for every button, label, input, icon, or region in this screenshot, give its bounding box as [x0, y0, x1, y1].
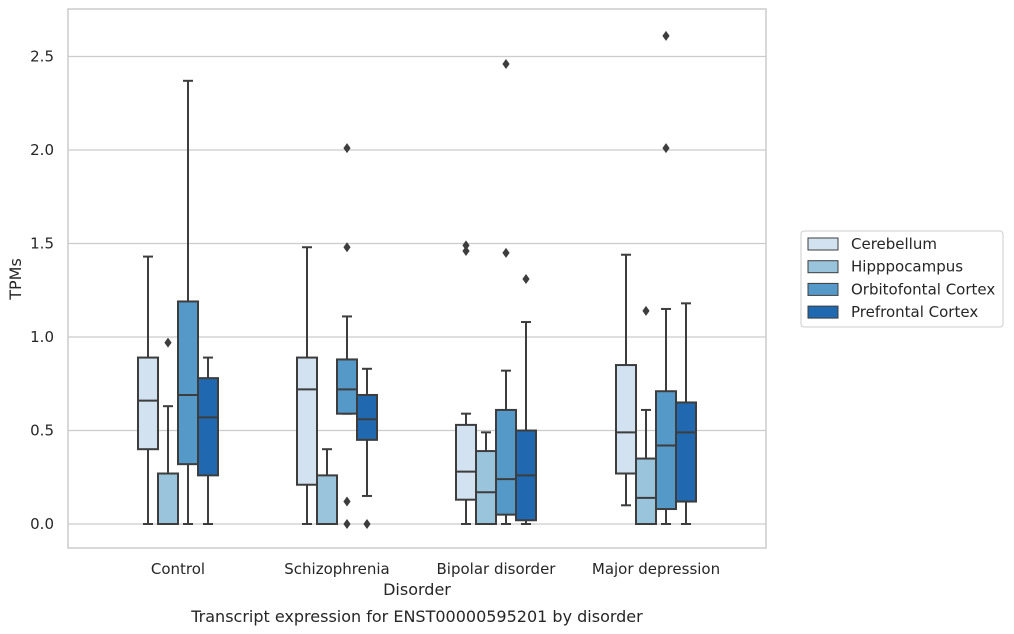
box [356, 393, 378, 441]
box [336, 358, 358, 415]
x-tick-label: Major depression [592, 560, 720, 578]
box [137, 356, 159, 451]
outlier-marker [462, 245, 470, 256]
outlier-marker [522, 274, 530, 285]
outlier-marker [343, 519, 351, 529]
plot-frame [67, 8, 767, 549]
outlier-marker [642, 305, 650, 316]
y-axis: 0.0 0.5 1.0 1.5 2.0 2.5 [30, 48, 54, 534]
outlier-marker [502, 247, 510, 258]
legend-swatch [807, 237, 839, 251]
y-tick-label: 2.5 [30, 48, 54, 66]
legend-frame [800, 230, 1004, 328]
x-axis-title: Disorder [383, 580, 451, 599]
box [197, 377, 219, 477]
box [495, 408, 517, 516]
y-tick-label: 0.0 [30, 515, 54, 533]
x-tick-label: Control [151, 560, 205, 578]
outlier-marker [343, 242, 351, 253]
y-tick-label: 1.5 [30, 235, 54, 253]
legend: Cerebellum Hipppocampus Orbitofontal Corte… [800, 230, 1004, 328]
y-tick-label: 0.5 [30, 422, 54, 440]
outlier-marker [462, 240, 470, 251]
legend-swatch [807, 260, 839, 274]
legend-swatch [807, 282, 839, 296]
box [635, 457, 657, 525]
outlier-marker [363, 519, 371, 529]
x-tick-label: Bipolar disorder [437, 560, 557, 578]
chart-title: Transcript expression for ENST0000059520… [190, 607, 643, 626]
x-axis: Control Schizophrenia Bipolar disorder Majo… [151, 560, 720, 578]
box [475, 450, 497, 526]
outlier-marker [502, 58, 510, 69]
legend-label: Orbitofontal Cortex [851, 280, 995, 298]
legend-label: Cerebellum [851, 235, 937, 253]
outlier-marker [662, 143, 670, 154]
box-plot-series [137, 30, 697, 529]
outlier-marker [343, 143, 351, 154]
y-tick-label: 2.0 [30, 141, 54, 159]
box [655, 390, 677, 511]
box [177, 300, 199, 466]
y-axis-title: TPMs [6, 258, 25, 301]
box [316, 474, 338, 526]
outlier-marker [662, 30, 670, 41]
box [615, 364, 637, 475]
legend-swatch [807, 305, 839, 319]
y-tick-label: 1.0 [30, 328, 54, 346]
box [675, 401, 697, 503]
outlier-marker [164, 337, 172, 348]
box [157, 472, 179, 526]
box [296, 356, 318, 486]
legend-label: Hipppocampus [851, 258, 963, 276]
outlier-marker [343, 496, 351, 507]
legend-label: Prefrontal Cortex [851, 303, 978, 321]
box [455, 423, 477, 501]
x-tick-label: Schizophrenia [284, 560, 389, 578]
